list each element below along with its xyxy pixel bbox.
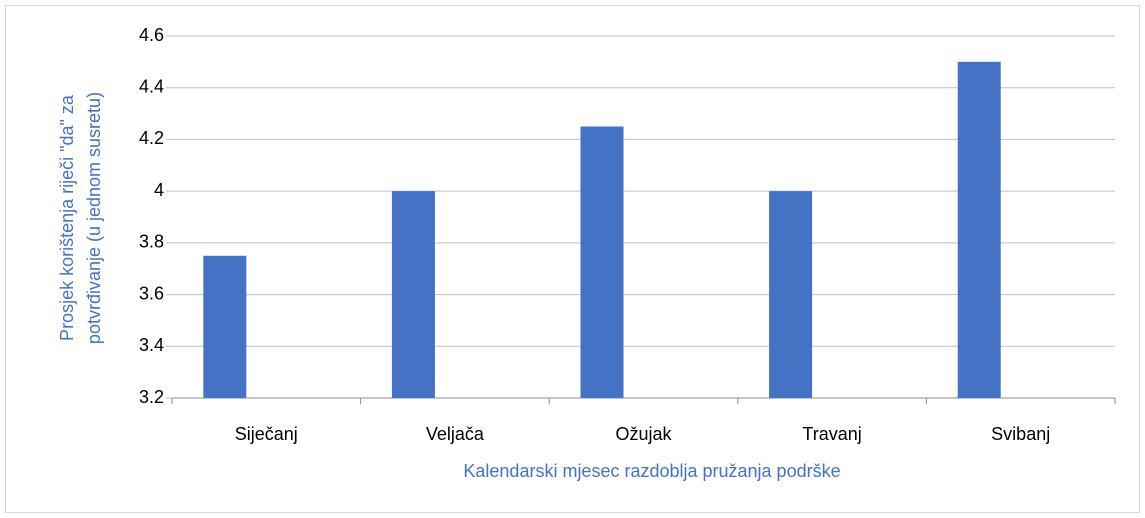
- x-tick-label: Veljača: [426, 424, 485, 444]
- y-tick-label: 4: [154, 180, 164, 200]
- bar: [769, 191, 813, 398]
- bar: [957, 61, 1001, 398]
- y-tick-label: 4.4: [139, 76, 164, 96]
- bar: [391, 191, 435, 398]
- bar: [203, 255, 247, 398]
- y-tick-label: 3.8: [139, 232, 164, 252]
- x-axis-title: Kalendarski mjesec razdoblja pružanja po…: [463, 461, 840, 481]
- x-tick-label: Ožujak: [615, 424, 672, 444]
- y-tick-label: 3.4: [139, 335, 164, 355]
- x-tick-label: Travanj: [802, 424, 861, 444]
- x-tick-label: Siječanj: [235, 424, 298, 444]
- x-tick-label: Svibanj: [991, 424, 1050, 444]
- y-tick-label: 4.2: [139, 128, 164, 148]
- y-axis-title: potvrđivanje (u jednom susretu): [84, 92, 104, 344]
- bar: [580, 126, 624, 398]
- y-tick-label: 3.2: [139, 387, 164, 407]
- chart-border: [5, 5, 1140, 513]
- y-tick-label: 3.6: [139, 283, 164, 303]
- y-tick-label: 4.6: [139, 25, 164, 45]
- y-axis-title: Prosjek korištenja riječi "da" za: [57, 94, 77, 341]
